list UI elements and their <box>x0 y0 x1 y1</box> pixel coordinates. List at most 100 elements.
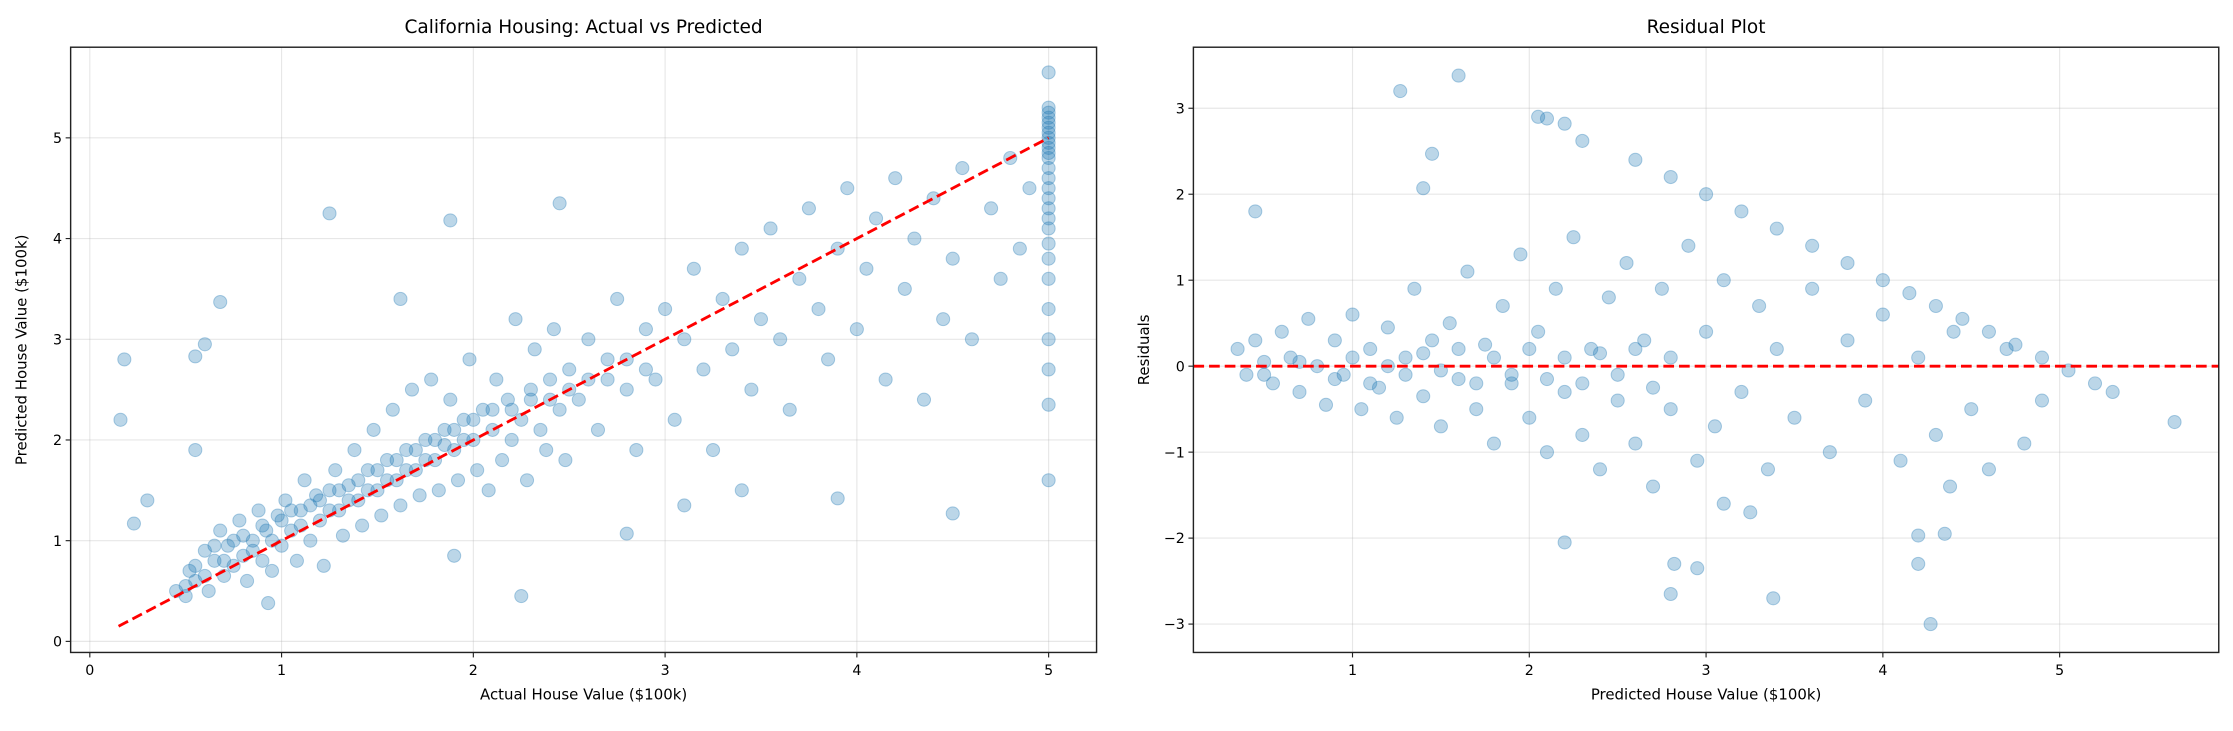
data-point <box>351 473 366 488</box>
data-point <box>916 392 932 407</box>
x-tick-label: 2 <box>1525 663 1534 679</box>
data-point <box>1433 419 1448 434</box>
data-point <box>1911 528 1926 543</box>
data-point <box>830 491 845 506</box>
data-point <box>658 301 673 317</box>
data-point <box>261 596 276 611</box>
data-point <box>849 322 864 337</box>
data-point <box>447 548 462 563</box>
data-point <box>1557 384 1572 400</box>
x-axis-label: Predicted House Value ($100k) <box>1591 685 1822 703</box>
data-point <box>1955 311 1970 326</box>
data-point <box>379 453 395 468</box>
data-point <box>1041 145 1056 161</box>
data-point <box>744 382 759 397</box>
data-point <box>1398 350 1413 365</box>
data-point <box>1539 372 1555 387</box>
data-point <box>1875 273 1890 288</box>
data-point <box>399 442 414 458</box>
data-point <box>289 553 304 568</box>
x-tick-label: 1 <box>277 663 286 679</box>
y-tick-label: −1 <box>1164 445 1185 461</box>
data-point <box>629 442 644 458</box>
data-point <box>600 352 615 367</box>
data-point <box>667 412 682 427</box>
data-point <box>393 291 408 307</box>
data-point <box>1495 298 1510 314</box>
data-point <box>126 516 141 531</box>
data-point <box>1041 100 1056 115</box>
data-point <box>1875 307 1890 322</box>
data-point <box>1425 146 1440 161</box>
data-point <box>245 543 260 558</box>
data-point <box>1654 281 1669 296</box>
y-tick-label: 5 <box>53 131 62 147</box>
data-point <box>236 528 251 543</box>
data-point <box>519 473 535 488</box>
data-point <box>259 523 274 538</box>
data-point <box>1393 84 1408 99</box>
data-point <box>188 558 203 573</box>
data-point <box>581 332 596 347</box>
data-point <box>1451 341 1466 357</box>
y-tick-label: 3 <box>1176 101 1185 117</box>
data-point <box>1769 341 1784 357</box>
data-point <box>1928 298 1943 314</box>
data-point <box>1380 320 1395 335</box>
data-point <box>2017 436 2032 451</box>
data-point <box>1531 109 1546 124</box>
data-point <box>188 349 203 364</box>
data-point <box>1902 286 1917 301</box>
data-point <box>1840 255 1855 271</box>
data-point <box>558 453 573 468</box>
data-point <box>1239 367 1254 382</box>
data-point <box>1699 187 1714 202</box>
data-point <box>552 402 567 417</box>
data-point <box>1539 111 1555 126</box>
actual-vs-predicted-panel: 0 1 2 3 4 5 0 1 2 3 4 5 California Housing: Actual … <box>12 17 1098 703</box>
data-point <box>264 563 280 578</box>
data-point <box>374 508 389 523</box>
data-point <box>504 402 519 417</box>
data-point <box>945 251 960 266</box>
data-point <box>1327 372 1342 387</box>
data-point <box>2087 376 2103 391</box>
data-point <box>1645 380 1661 395</box>
data-point <box>2034 350 2050 365</box>
data-point <box>1416 389 1431 404</box>
data-point <box>610 291 625 307</box>
data-point <box>753 312 769 327</box>
data-point <box>1274 324 1289 339</box>
data-point <box>1822 445 1837 460</box>
data-point <box>1504 367 1519 382</box>
data-point <box>255 518 270 533</box>
data-point <box>424 372 439 387</box>
data-point <box>1041 397 1056 412</box>
data-point <box>322 483 337 498</box>
data-point <box>686 261 701 276</box>
data-point <box>322 206 337 221</box>
data-point <box>427 432 443 448</box>
residual-plot-panel: 1 2 3 4 5 −3 −2 −1 0 1 2 3 Residual Plot Predicted … <box>1135 17 2220 703</box>
data-point <box>955 161 970 176</box>
data-point <box>251 503 266 518</box>
data-point <box>523 382 538 397</box>
data-point <box>443 213 458 228</box>
data-point <box>240 573 255 589</box>
x-tick-label: 4 <box>852 663 861 679</box>
data-point <box>399 463 414 478</box>
data-point <box>705 442 721 458</box>
data-point <box>773 332 788 347</box>
data-point <box>619 382 634 397</box>
data-point <box>1637 333 1652 348</box>
data-point <box>1760 462 1776 477</box>
data-point <box>2034 393 2050 408</box>
data-point <box>782 402 797 417</box>
data-point <box>1610 367 1625 382</box>
data-point <box>638 362 653 377</box>
data-point <box>811 301 826 317</box>
y-tick-label: 2 <box>1176 187 1185 203</box>
y-axis-label: Predicted House Value ($100k) <box>12 235 30 466</box>
data-point <box>404 382 420 397</box>
data-point <box>1469 402 1484 417</box>
